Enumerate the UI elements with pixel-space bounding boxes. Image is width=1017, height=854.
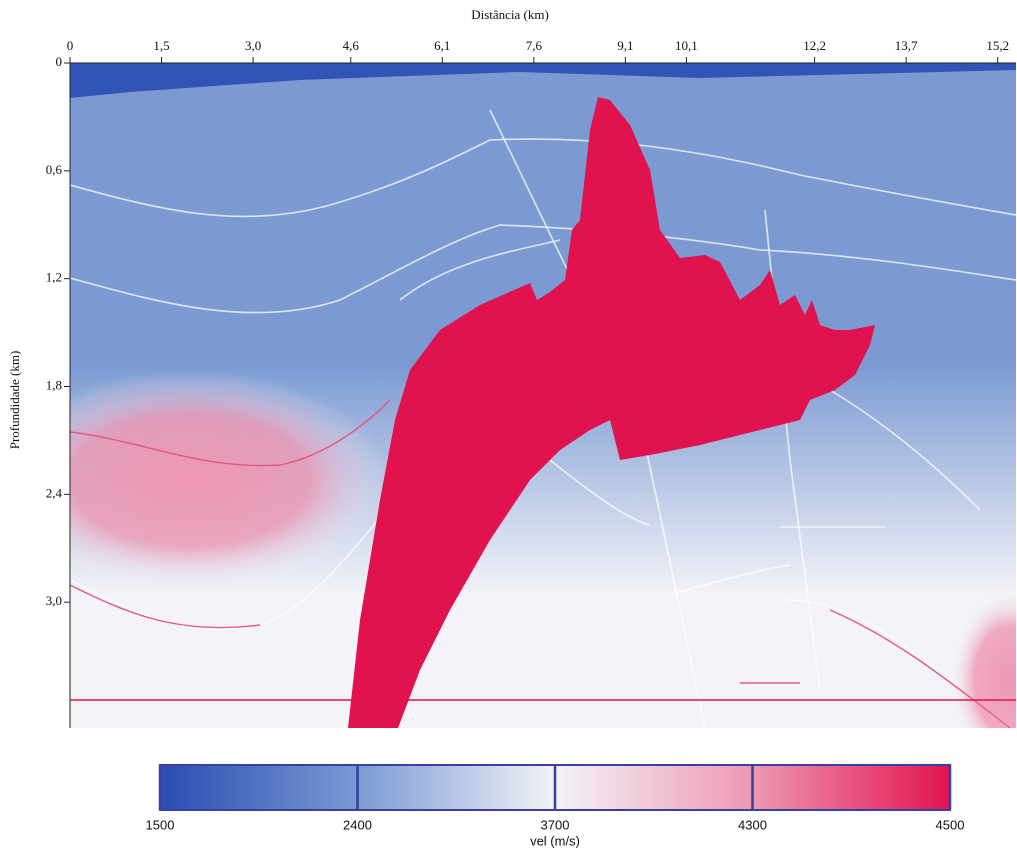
y-tick-label: 2,4 xyxy=(46,485,63,500)
colorbar-tick-label: 2400 xyxy=(343,817,372,832)
water-layer xyxy=(70,63,1016,98)
salt-body xyxy=(348,97,875,728)
y-tick-label: 1,8 xyxy=(46,377,62,392)
y-tick-label: 1,2 xyxy=(46,270,62,285)
high-velocity-zone xyxy=(70,370,390,590)
x-tick-label: 10,1 xyxy=(675,38,698,53)
y-tick-label: 0 xyxy=(56,54,63,69)
colorbar-title: vel (m/s) xyxy=(530,833,580,848)
x-tick-label: 6,1 xyxy=(434,38,450,53)
colorbar-tick-label: 4300 xyxy=(738,817,767,832)
colorbar-tick-label: 4500 xyxy=(936,817,965,832)
colorbar-tick-label: 3700 xyxy=(541,817,570,832)
x-tick-label: 15,2 xyxy=(986,38,1009,53)
x-tick-label: 12,2 xyxy=(803,38,826,53)
x-tick-label: 4,6 xyxy=(343,38,360,53)
x-tick-label: 7,6 xyxy=(526,38,543,53)
high-velocity-zone xyxy=(950,590,1016,728)
x-tick-label: 0 xyxy=(67,38,74,53)
y-tick-label: 3,0 xyxy=(46,593,62,608)
colorbar-tick-label: 1500 xyxy=(146,817,175,832)
x-tick-label: 1,5 xyxy=(153,38,169,53)
horizons xyxy=(70,109,1016,728)
horizons-red xyxy=(70,399,1011,728)
x-axis-title: Distância (km) xyxy=(471,7,549,22)
x-tick-label: 3,0 xyxy=(245,38,261,53)
y-tick-label: 0,6 xyxy=(46,162,63,177)
velocity-model xyxy=(70,63,1016,728)
x-tick-label: 13,7 xyxy=(895,38,918,53)
y-axis-title: Profundidade (km) xyxy=(7,351,22,450)
x-tick-label: 9,1 xyxy=(617,38,633,53)
